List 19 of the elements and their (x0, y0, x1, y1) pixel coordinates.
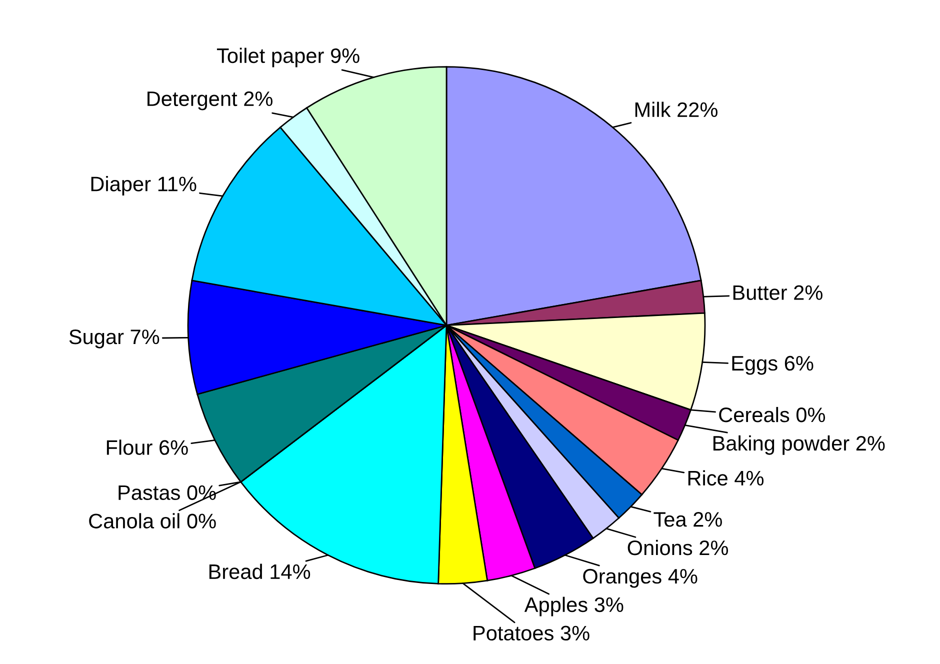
legend-label: Canola oil 0% (89, 513, 216, 528)
slice-label: Detergent 2% (148, 91, 272, 110)
legend-label: Pastas 0% (118, 485, 216, 500)
legend-label: Cereals 0% (719, 406, 826, 422)
slice-label: Milk 22% (635, 102, 718, 118)
slice-label: Baking powder 2% (713, 435, 885, 455)
slice-label: Rice 4% (688, 470, 764, 486)
slice-label: Toilet paper 9% (216, 48, 360, 68)
slice-label: Bread 14% (209, 564, 310, 580)
slice-label: Flour 6% (106, 440, 188, 455)
slice-label: Sugar 7% (69, 329, 160, 348)
slice-label: Butter 2% (733, 285, 822, 300)
slice-label: Apples 3% (524, 596, 624, 616)
slice-label: Oranges 4% (583, 568, 698, 588)
slice-label: Potatoes 3% (474, 626, 590, 641)
slice-label: Eggs 6% (732, 356, 814, 375)
slice-label: Tea 2% (654, 512, 722, 527)
slice-label: Onions 2% (628, 540, 728, 556)
slice-label: Diaper 11% (91, 176, 196, 196)
